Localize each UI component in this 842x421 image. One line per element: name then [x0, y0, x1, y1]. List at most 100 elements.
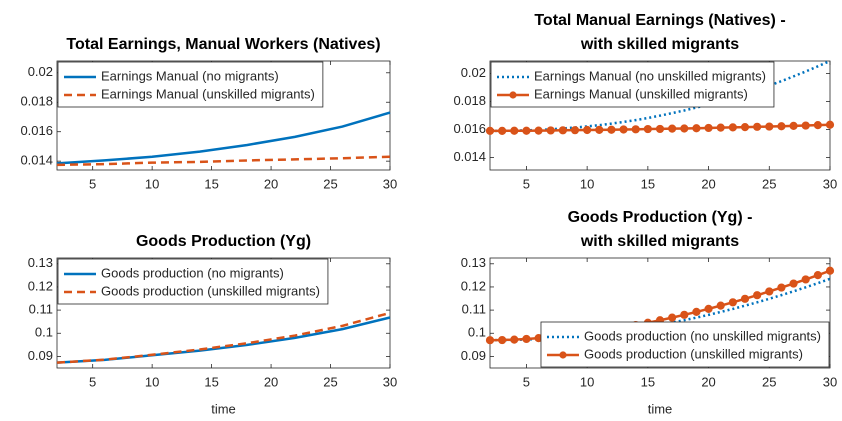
chart-title: Goods Production (Yg) — [136, 233, 311, 250]
marker — [570, 126, 580, 135]
x-tick-label: 25 — [762, 176, 776, 191]
x-tick-label: 20 — [264, 176, 278, 191]
marker — [498, 126, 507, 135]
y-tick-label: 0.016 — [20, 123, 53, 138]
marker — [619, 125, 628, 134]
y-tick-label: 0.018 — [20, 94, 53, 109]
x-tick-label: 5 — [89, 176, 96, 191]
x-tick-label: 30 — [823, 176, 837, 191]
marker — [777, 283, 786, 292]
series-line — [56, 155, 391, 167]
chart-title: with skilled migrants — [580, 233, 739, 250]
x-tick-label: 25 — [323, 176, 337, 191]
legend-label: Goods production (unskilled migrants) — [584, 346, 803, 361]
y-tick-label: 0.014 — [20, 153, 53, 168]
marker — [728, 123, 737, 132]
y-tick-label: 0.1 — [35, 325, 53, 340]
marker — [813, 121, 822, 130]
x-tick-label: 10 — [145, 176, 159, 191]
y-tick-label: 0.02 — [461, 65, 486, 80]
legend-label: Goods production (unskilled migrants) — [101, 283, 320, 298]
y-tick-label: 0.13 — [28, 255, 53, 270]
x-tick-label: 20 — [264, 374, 278, 389]
legend: Goods production (no unskilled migrants)… — [540, 321, 830, 368]
subplot: Goods Production (Yg) - with skilled migr… — [461, 209, 838, 416]
marker — [546, 126, 555, 135]
marker — [825, 120, 835, 129]
legend-box — [490, 61, 775, 108]
y-tick-label: 0.02 — [28, 64, 53, 79]
legend: Earnings Manual (no unskilled migrants) E… — [490, 61, 775, 108]
marker — [668, 124, 677, 133]
marker — [680, 124, 689, 133]
x-tick-label: 10 — [580, 176, 594, 191]
x-axis-label: time — [648, 401, 673, 416]
marker — [753, 291, 762, 300]
x-axis-label: time — [211, 401, 236, 416]
x-tick-label: 5 — [89, 374, 96, 389]
x-tick-label: 15 — [641, 176, 655, 191]
y-tick-label: 0.13 — [461, 255, 486, 270]
x-tick-label: 15 — [204, 176, 218, 191]
marker — [631, 125, 640, 134]
chart-title: Goods Production (Yg) - — [568, 209, 753, 226]
marker — [765, 122, 774, 131]
subplot: Goods Production (Yg) 5 10 15 20 25 30 0.09 0.1 0… — [28, 233, 398, 416]
y-tick-label: 0.12 — [461, 278, 486, 293]
x-tick-label: 30 — [823, 374, 837, 389]
marker — [595, 125, 604, 134]
legend-label: Earnings Manual (no migrants) — [101, 68, 279, 83]
x-tick-label: 15 — [641, 374, 655, 389]
series-line — [56, 311, 391, 364]
y-tick-label: 0.11 — [462, 302, 486, 317]
marker — [801, 121, 810, 130]
marker — [583, 125, 592, 135]
chart-title: Total Earnings, Manual Workers (Natives) — [66, 36, 380, 53]
x-tick-label: 5 — [523, 374, 530, 389]
marker — [716, 123, 725, 132]
legend-box — [57, 61, 324, 108]
x-tick-label: 30 — [383, 374, 397, 389]
y-tick-label: 0.11 — [29, 302, 53, 317]
y-tick-label: 0.12 — [28, 278, 53, 293]
marker — [485, 336, 495, 345]
marker — [813, 271, 822, 280]
x-tick-label: 25 — [323, 374, 337, 389]
marker — [510, 335, 519, 344]
marker — [485, 126, 495, 135]
marker — [777, 122, 786, 131]
legend-label: Earnings Manual (unskilled migrants) — [101, 86, 315, 101]
legend: Goods production (no migrants) Goods prod… — [57, 258, 329, 305]
marker — [825, 266, 835, 275]
marker — [740, 294, 750, 303]
legend-label: Earnings Manual (no unskilled migrants) — [534, 68, 766, 83]
marker — [789, 279, 798, 288]
legend-box — [57, 258, 329, 305]
marker — [522, 126, 531, 135]
x-tick-label: 10 — [580, 374, 594, 389]
marker — [668, 313, 677, 322]
marker — [534, 126, 543, 135]
legend-label: Goods production (no migrants) — [101, 265, 284, 280]
legend: Earnings Manual (no migrants) Earnings Ma… — [57, 61, 324, 108]
marker — [607, 125, 616, 134]
marker — [753, 122, 762, 131]
x-tick-label: 5 — [523, 176, 530, 191]
marker — [801, 275, 810, 284]
legend-swatch — [559, 351, 567, 359]
y-tick-label: 0.016 — [453, 121, 486, 136]
marker — [692, 307, 701, 317]
legend-label: Earnings Manual (unskilled migrants) — [534, 86, 748, 101]
marker — [740, 122, 750, 132]
marker — [643, 124, 652, 134]
marker — [522, 334, 531, 344]
y-tick-label: 0.018 — [453, 93, 486, 108]
marker — [704, 123, 713, 133]
series-line — [56, 111, 391, 165]
x-tick-label: 30 — [383, 176, 397, 191]
x-tick-label: 10 — [145, 374, 159, 389]
marker — [789, 121, 798, 130]
x-tick-label: 20 — [701, 374, 715, 389]
y-tick-label: 0.09 — [461, 348, 486, 363]
